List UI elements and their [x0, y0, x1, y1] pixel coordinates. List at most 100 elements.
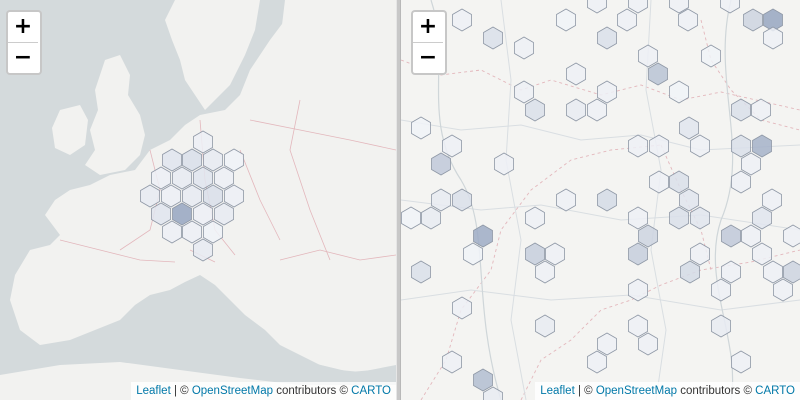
hexbin-cell[interactable]	[628, 134, 648, 158]
hexbin-cell[interactable]	[731, 170, 751, 194]
hexbin-cell[interactable]	[483, 386, 503, 400]
hexbin-cell[interactable]	[401, 206, 421, 230]
hexbin-cell[interactable]	[763, 8, 783, 32]
hexbin-cell[interactable]	[566, 62, 586, 86]
hexbin-cell[interactable]	[182, 148, 202, 172]
hexbin-cell[interactable]	[535, 260, 555, 284]
hexbin-cell[interactable]	[597, 188, 617, 212]
hexbin-cell[interactable]	[701, 44, 721, 68]
hexbin-cell[interactable]	[514, 80, 534, 104]
hexbin-cell[interactable]	[452, 188, 472, 212]
hexbin-cell[interactable]	[741, 152, 761, 176]
hexbin-cell[interactable]	[473, 368, 493, 392]
hexbin-cell[interactable]	[452, 296, 472, 320]
hexbin-cell[interactable]	[597, 80, 617, 104]
hexbin-cell[interactable]	[628, 0, 648, 14]
hexbin-cell[interactable]	[741, 224, 761, 248]
leaflet-link[interactable]: Leaflet	[540, 385, 575, 397]
hexbin-cell[interactable]	[731, 98, 751, 122]
zoom-out-button[interactable]: −	[13, 45, 33, 70]
carto-link[interactable]: CARTO	[755, 385, 795, 397]
hexbin-cell[interactable]	[743, 8, 763, 32]
hexbin-cell[interactable]	[648, 62, 668, 86]
zoom-out-button[interactable]: −	[418, 45, 438, 70]
hexbin-cell[interactable]	[762, 188, 782, 212]
zoom-in-button[interactable]: +	[413, 12, 443, 43]
hexbin-cell[interactable]	[556, 8, 576, 32]
hexbin-cell[interactable]	[690, 242, 710, 266]
hexbin-cell[interactable]	[463, 242, 483, 266]
hexbin-cell[interactable]	[224, 184, 244, 208]
hexbin-cell[interactable]	[669, 0, 689, 14]
hexbin-cell[interactable]	[587, 350, 607, 374]
openstreetmap-link[interactable]: OpenStreetMap	[191, 385, 273, 397]
map-divider[interactable]	[396, 0, 401, 400]
hexbin-cell[interactable]	[182, 220, 202, 244]
hexbin-cell[interactable]	[669, 206, 689, 230]
hexbin-cell[interactable]	[203, 148, 223, 172]
map-overview[interactable]: + − Leaflet | © OpenStreetMap contributo…	[0, 0, 396, 400]
hexbin-cell[interactable]	[721, 260, 741, 284]
hexbin-cell[interactable]	[224, 148, 244, 172]
hexbin-cell[interactable]	[442, 350, 462, 374]
hexbin-cell[interactable]	[421, 206, 441, 230]
zoom-in-button[interactable]: +	[8, 12, 38, 43]
hexbin-cell[interactable]	[172, 202, 192, 226]
hexbin-cell[interactable]	[720, 0, 740, 14]
hexbin-cell[interactable]	[763, 26, 783, 50]
hexbin-cell[interactable]	[763, 260, 783, 284]
hexbin-cell[interactable]	[638, 44, 658, 68]
leaflet-link[interactable]: Leaflet	[136, 385, 171, 397]
hexbin-cell[interactable]	[172, 166, 192, 190]
hexbin-cell[interactable]	[690, 134, 710, 158]
hexbin-cell[interactable]	[556, 188, 576, 212]
hexbin-cell[interactable]	[628, 206, 648, 230]
hexbin-cell[interactable]	[525, 206, 545, 230]
hexbin-cell[interactable]	[678, 8, 698, 32]
hexbin-cell[interactable]	[514, 36, 534, 60]
hexbin-cell[interactable]	[473, 224, 493, 248]
hexbin-cell[interactable]	[431, 188, 451, 212]
hexbin-cell[interactable]	[411, 116, 431, 140]
hexbin-cell[interactable]	[679, 188, 699, 212]
hexbin-cell[interactable]	[597, 26, 617, 50]
hexbin-cell[interactable]	[214, 166, 234, 190]
carto-link[interactable]: CARTO	[351, 385, 391, 397]
hexbin-cell[interactable]	[535, 314, 555, 338]
hexbin-cell[interactable]	[525, 242, 545, 266]
hexbin-cell[interactable]	[483, 26, 503, 50]
hexbin-cell[interactable]	[669, 80, 689, 104]
hexbin-cell[interactable]	[711, 314, 731, 338]
hexbin-cell[interactable]	[628, 314, 648, 338]
hexbin-cell[interactable]	[752, 242, 772, 266]
map-detail[interactable]: + − Leaflet | © OpenStreetMap contributo…	[401, 0, 800, 400]
hexbin-cell[interactable]	[431, 152, 451, 176]
hexbin-cell[interactable]	[690, 206, 710, 230]
hexbin-cell[interactable]	[525, 98, 545, 122]
hexbin-cell[interactable]	[669, 170, 689, 194]
hexbin-cell[interactable]	[203, 184, 223, 208]
hexbin-cell[interactable]	[597, 332, 617, 356]
hexbin-cell[interactable]	[783, 260, 800, 284]
hexbin-cell[interactable]	[587, 0, 607, 14]
hexbin-cell[interactable]	[162, 148, 182, 172]
hexbin-cell[interactable]	[442, 134, 462, 158]
hexbin-cell[interactable]	[638, 332, 658, 356]
hexbin-cell[interactable]	[711, 278, 731, 302]
hexbin-cell[interactable]	[452, 8, 472, 32]
hexbin-cell[interactable]	[628, 242, 648, 266]
hexbin-cell[interactable]	[193, 238, 213, 262]
hexbin-layer[interactable]	[0, 0, 396, 400]
hexbin-cell[interactable]	[566, 98, 586, 122]
hexbin-cell[interactable]	[731, 134, 751, 158]
hexbin-cell[interactable]	[587, 98, 607, 122]
hexbin-cell[interactable]	[193, 202, 213, 226]
hexbin-cell[interactable]	[638, 224, 658, 248]
hexbin-cell[interactable]	[751, 98, 771, 122]
hexbin-cell[interactable]	[494, 152, 514, 176]
hexbin-cell[interactable]	[731, 350, 751, 374]
hexbin-cell[interactable]	[140, 184, 160, 208]
hexbin-cell[interactable]	[193, 130, 213, 154]
hexbin-cell[interactable]	[680, 260, 700, 284]
hexbin-cell[interactable]	[545, 242, 565, 266]
